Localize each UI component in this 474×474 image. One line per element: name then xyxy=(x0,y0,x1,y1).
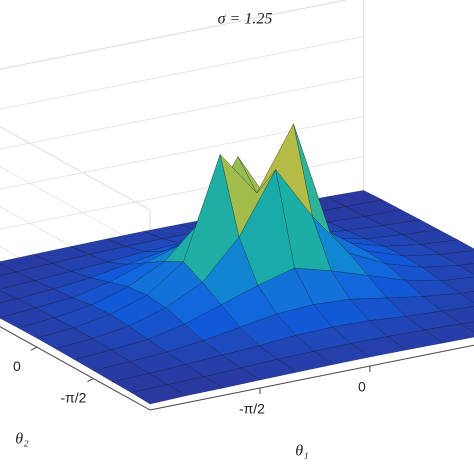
y-tick-label: -π/2 xyxy=(60,389,86,405)
y-tick xyxy=(87,378,94,383)
surface-patch xyxy=(0,271,36,290)
surface-patch xyxy=(420,239,474,255)
surface-patch xyxy=(402,254,460,268)
surface-patch xyxy=(240,358,298,381)
surface-patch xyxy=(16,288,74,309)
surface-patch xyxy=(401,229,459,245)
surface-patch xyxy=(219,153,276,238)
y-axis-label: θ₂ xyxy=(15,431,29,448)
surface-patch xyxy=(365,234,423,247)
surface-patch xyxy=(349,297,407,322)
surface-patch xyxy=(0,280,55,300)
x-axis xyxy=(149,344,474,411)
surface-patch xyxy=(15,262,73,281)
surface-patch xyxy=(312,299,370,328)
y-tick-label: 0 xyxy=(13,358,21,374)
x-axis-label: θ₁ xyxy=(295,443,308,460)
surface-patch xyxy=(130,384,188,405)
y-tick xyxy=(30,346,38,351)
x-tick-label: -π/2 xyxy=(239,401,265,417)
surface-patch xyxy=(383,244,442,257)
surface-patch xyxy=(439,250,474,266)
surface-patch xyxy=(203,367,261,389)
surface-patch xyxy=(440,276,474,294)
surface-patch xyxy=(350,336,408,358)
wall-grid xyxy=(0,35,364,251)
surface-patch xyxy=(258,335,315,360)
surface-patch xyxy=(89,262,146,283)
surface-patch xyxy=(460,321,474,333)
surface-patch xyxy=(111,373,169,393)
x-tick-label: 0 xyxy=(358,379,366,395)
surface-patch xyxy=(329,232,386,264)
surface-patch xyxy=(277,351,334,373)
y-axis xyxy=(0,326,151,411)
surface-patch xyxy=(294,267,351,305)
surface-patch xyxy=(312,216,369,276)
surface-patch xyxy=(0,307,56,329)
surface-patch xyxy=(366,250,423,268)
chart-title: σ = 1.25 xyxy=(218,11,273,28)
surface-patch xyxy=(276,304,333,336)
